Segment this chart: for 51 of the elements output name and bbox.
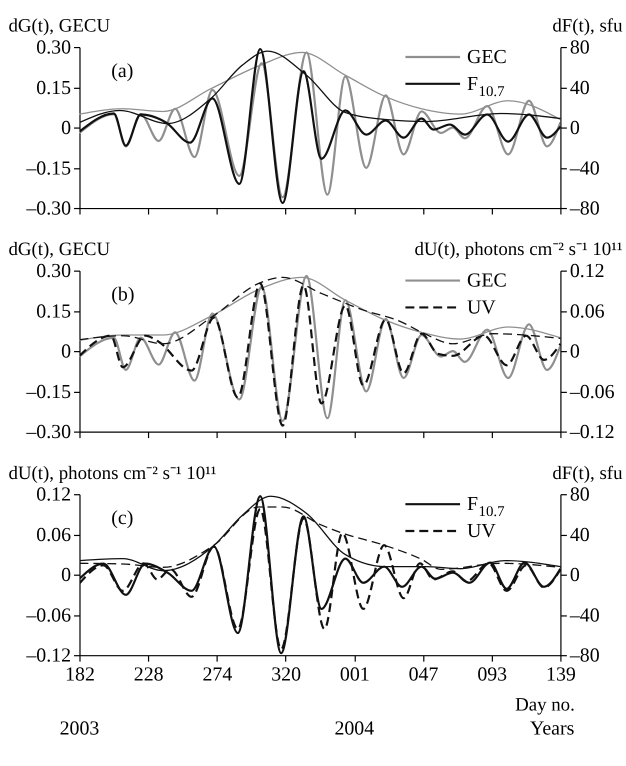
y-tick-label: 0.30 bbox=[36, 260, 72, 282]
y-axis-title: dU(t), photons cm⁻² s⁻¹ 10¹¹ bbox=[8, 462, 216, 484]
y2-tick-label: 0 bbox=[570, 340, 580, 363]
y2-tick-label: 0.12 bbox=[570, 260, 605, 282]
y-tick-label: 0 bbox=[61, 564, 72, 586]
x-tick-label: 320 bbox=[271, 664, 302, 686]
y-tick-label: –0.15 bbox=[25, 380, 72, 403]
y-tick-label: 0 bbox=[61, 117, 72, 140]
y-tick-label: 0.15 bbox=[36, 76, 72, 99]
y-tick-label: –0.30 bbox=[25, 421, 72, 444]
x-tick-label: 047 bbox=[408, 664, 438, 686]
text: 2003 bbox=[60, 718, 100, 740]
legend-label: GEC bbox=[467, 46, 507, 68]
text: Years bbox=[530, 718, 575, 740]
y-tick-label: –0.06 bbox=[25, 604, 72, 626]
y-axis-title: dG(t), GECU bbox=[8, 239, 110, 260]
annotation: (c) bbox=[111, 507, 134, 530]
annotation: (b) bbox=[111, 283, 134, 306]
y-axis-title: dG(t), GECU bbox=[8, 16, 110, 37]
y2-tick-label: 80 bbox=[570, 484, 590, 506]
y2-tick-label: 40 bbox=[570, 524, 590, 546]
y-tick-label: 0.15 bbox=[36, 300, 72, 322]
x-tick-label: 001 bbox=[340, 664, 370, 686]
x-tick-label: 228 bbox=[134, 664, 164, 686]
y-tick-label: 0.06 bbox=[36, 524, 72, 546]
x-tick-label: 093 bbox=[477, 664, 508, 686]
legend-label: UV bbox=[467, 520, 496, 542]
y2-tick-label: –80 bbox=[568, 198, 600, 220]
y-tick-label: 0.12 bbox=[36, 484, 72, 506]
y2-tick-label: 0 bbox=[570, 564, 580, 586]
y2-tick-label: –0.06 bbox=[568, 380, 615, 403]
y-tick-label: 0 bbox=[61, 340, 72, 363]
y2-tick-label: –40 bbox=[568, 604, 600, 626]
y2-tick-label: 40 bbox=[570, 76, 590, 99]
y2-axis-title: dF(t), sfu bbox=[552, 16, 624, 37]
y2-tick-label: 80 bbox=[570, 36, 590, 59]
legend-label: UV bbox=[467, 296, 496, 318]
y2-tick-label: 0.06 bbox=[570, 300, 605, 322]
annotation: (a) bbox=[111, 60, 134, 82]
y-tick-label: 0.30 bbox=[36, 36, 72, 59]
text: 2004 bbox=[334, 718, 374, 740]
y2-tick-label: –0.12 bbox=[568, 421, 615, 444]
legend-label: GEC bbox=[467, 270, 507, 292]
y2-axis-title: dU(t), photons cm⁻² s⁻¹ 10¹¹ bbox=[414, 239, 623, 260]
y-tick-label: –0.15 bbox=[25, 157, 72, 180]
x-tick-label: 274 bbox=[202, 664, 232, 686]
x-axis-title: Day no. bbox=[515, 694, 575, 716]
y2-tick-label: 0 bbox=[570, 117, 580, 140]
y-tick-label: –0.30 bbox=[25, 198, 72, 220]
y2-tick-label: –40 bbox=[568, 157, 600, 180]
y2-axis-title: dF(t), sfu bbox=[552, 462, 624, 484]
